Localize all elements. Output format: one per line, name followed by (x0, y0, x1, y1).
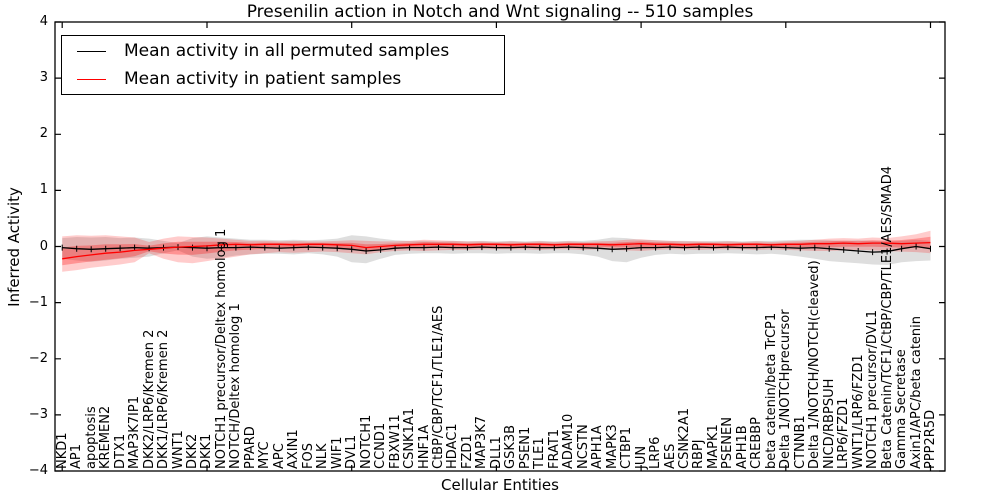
patient-line-swatch (77, 78, 106, 80)
x-tick-label: MAPK3 (604, 424, 620, 469)
legend-label-permuted: Mean activity in all permuted samples (124, 41, 450, 61)
x-tick-label: HDAC1 (445, 423, 461, 469)
y-axis-label: Inferred Activity (5, 187, 23, 307)
x-tick-label: MAPK1 (705, 424, 721, 469)
x-tick-label: APH1A (590, 425, 606, 469)
x-tick-label: GSK3B (503, 424, 519, 469)
x-tick-label: APH1B (734, 425, 750, 469)
x-tick-label: DKK1 (199, 433, 215, 469)
x-tick-label: MYC (257, 441, 273, 469)
x-tick-label: DKK2/LRP6/Kremen 2 (141, 329, 157, 469)
x-tick-label: MAP3K7IP1 (127, 396, 143, 469)
x-tick-label: CTBP1 (619, 426, 635, 469)
chart-title: Presenilin action in Notch and Wnt signa… (246, 2, 754, 22)
x-tick-label: LRP6/FZD1 (836, 397, 852, 469)
x-tick-label: NOTCH/Deltex homolog 1 (228, 303, 244, 469)
x-tick-label: Delta 1/NOTCHprecursor (778, 309, 794, 469)
x-tick-label: NLK (315, 443, 331, 470)
x-tick-label: HNF1A (416, 424, 432, 469)
x-tick-label: CTNNB1 (792, 415, 808, 469)
x-tick-label: Beta Catenin/TCF1/CtBP/CBP/TLE1/AES/SMAD… (879, 165, 895, 469)
x-tick-label: MAP3K7 (474, 415, 490, 469)
x-tick-label: CtBP/CBP/TCF1/TLE1/AES (430, 305, 446, 469)
x-tick-label: CSNK1A1 (402, 407, 418, 469)
legend: Mean activity in all permuted samples Me… (61, 35, 505, 95)
x-tick-label: FOS (300, 443, 316, 469)
x-tick-label: WNT1 (170, 430, 186, 469)
x-axis-label: Cellular Entities (441, 476, 559, 494)
x-tick-label: DLL1 (488, 436, 504, 469)
x-tick-label: CREBBP (749, 417, 765, 469)
permuted-point-markers (61, 243, 931, 256)
x-tick-label: FZD1 (459, 434, 475, 469)
x-tick-label: PPP2R5D (923, 409, 939, 469)
x-tick-label: WNT1/LRP6/FZD1 (850, 354, 866, 469)
y-tick-label: 4 (39, 14, 48, 29)
x-tick-label: NCSTN (575, 424, 591, 469)
legend-label-patient: Mean activity in patient samples (124, 69, 402, 89)
x-tick-label: NOTCH1 (358, 414, 374, 469)
x-tick-label: PSENEN (720, 417, 736, 469)
x-tick-label: AXIN1 (286, 429, 302, 469)
x-tick-label: NKD1 (54, 432, 70, 469)
x-tick-label: ADAM10 (561, 413, 577, 469)
legend-entry-permuted: Mean activity in all permuted samples (62, 40, 504, 62)
x-tick-label: AP1 (69, 443, 85, 469)
y-tick-label: −2 (28, 350, 48, 366)
x-tick-label: JUN (633, 445, 649, 469)
x-tick-label: LRP6 (648, 436, 664, 469)
tick-marks (55, 21, 945, 472)
x-tick-label: DKK2 (184, 433, 200, 469)
x-tick-label: TLE1 (532, 437, 548, 469)
x-tick-label: FRAT1 (546, 428, 562, 469)
x-tick-label: NICD/RBPSUH (821, 378, 837, 469)
x-tick-label: DKK1/LRP6/Kremen 2 (156, 329, 172, 469)
x-tick-label: RBPJ (691, 439, 707, 469)
x-tick-label: Gamma Secretase (894, 349, 910, 469)
x-tick-label: PPARD (242, 426, 258, 469)
x-tick-label: CCND1 (373, 422, 389, 469)
y-tick-label: 0 (39, 238, 48, 254)
x-tick-label: APC (271, 443, 287, 469)
legend-entry-patient: Mean activity in patient samples (62, 68, 504, 90)
patient-mean-line (62, 241, 931, 260)
patient-band-outer (62, 230, 931, 272)
x-tick-label: PSEN1 (517, 426, 533, 469)
x-tick-label: KREMEN2 (98, 405, 114, 469)
y-tick-label: 2 (39, 126, 48, 142)
y-tick-label: −3 (28, 406, 48, 422)
y-tick-label: −1 (28, 294, 48, 310)
x-tick-label: DTX1 (112, 433, 128, 469)
permuted-line-swatch (77, 50, 106, 52)
x-tick-label: beta catenin/beta TrCP1 (763, 312, 779, 469)
x-tick-label: DVL1 (344, 434, 360, 469)
x-tick-label: AES (662, 443, 678, 469)
y-tick-label: 3 (39, 70, 48, 86)
x-tick-label: FBXW11 (387, 414, 403, 469)
x-tick-label: NOTCH1 precursor/DVL1 (865, 309, 881, 469)
x-tick-label: apoptosis (83, 406, 99, 469)
x-tick-label: WIF1 (329, 436, 345, 469)
y-tick-label: −4 (28, 463, 48, 478)
x-tick-label: Axin1/APC/beta catenin (908, 315, 924, 469)
x-tick-label: Delta 1/NOTCH/NOTCH(cleaved) (807, 260, 823, 469)
x-tick-label: NOTCH1 precursor/Deltex homolog 1 (213, 228, 229, 469)
x-tick-label: CSNK2A1 (677, 407, 692, 469)
y-tick-label: 1 (39, 182, 48, 198)
